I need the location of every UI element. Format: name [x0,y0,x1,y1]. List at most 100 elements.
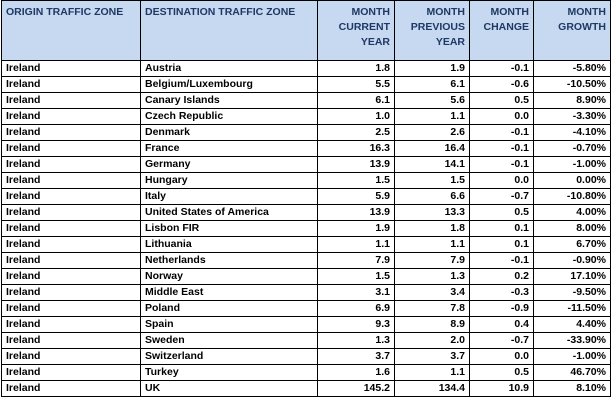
current-year-cell: 1.5 [317,268,395,285]
change-cell: 0.5 [469,204,534,221]
change-cell: 0.0 [469,108,534,125]
origin-cell: Ireland [1,316,141,333]
current-year-cell: 16.3 [317,140,395,157]
change-cell: 0.0 [469,172,534,189]
growth-cell: -1.00% [533,156,611,173]
origin-cell: Ireland [1,108,141,125]
change-cell: 0.5 [469,364,534,381]
current-year-cell: 5.9 [317,188,395,205]
destination-cell: Lisbon FIR [140,220,318,237]
change-cell: -0.6 [469,76,534,93]
change-cell: -0.1 [469,252,534,269]
current-year-cell: 3.1 [317,284,395,301]
current-year-cell: 1.0 [317,108,395,125]
origin-cell: Ireland [1,188,141,205]
growth-cell: 0.00% [533,172,611,189]
growth-cell: 8.90% [533,92,611,109]
change-cell: -0.9 [469,300,534,317]
growth-cell: 17.10% [533,268,611,285]
origin-cell: Ireland [1,252,141,269]
current-year-cell: 1.6 [317,364,395,381]
origin-cell: Ireland [1,284,141,301]
destination-cell: Hungary [140,172,318,189]
destination-cell: Switzerland [140,348,318,365]
growth-cell: -0.90% [533,252,611,269]
destination-cell: Spain [140,316,318,333]
change-cell: 0.1 [469,236,534,253]
previous-year-cell: 2.0 [394,332,470,349]
growth-cell: -3.30% [533,108,611,125]
current-year-cell: 9.3 [317,316,395,333]
previous-year-cell: 6.1 [394,76,470,93]
table-row: Ireland Czech Republic 1.0 1.1 0.0 -3.30% [1,108,611,125]
growth-cell: 8.00% [533,220,611,237]
current-year-cell: 145.2 [317,380,395,397]
table-row: Ireland Netherlands 7.9 7.9 -0.1 -0.90% [1,252,611,269]
change-cell: 0.1 [469,220,534,237]
destination-cell: Sweden [140,332,318,349]
growth-cell: 46.70% [533,364,611,381]
table-row: Ireland Canary Islands 6.1 5.6 0.5 8.90% [1,92,611,109]
current-year-cell: 6.1 [317,92,395,109]
destination-cell: Denmark [140,124,318,141]
origin-cell: Ireland [1,332,141,349]
current-year-cell: 1.8 [317,60,395,77]
destination-cell: Lithuania [140,236,318,253]
previous-year-cell: 7.8 [394,300,470,317]
table-row: Ireland Turkey 1.6 1.1 0.5 46.70% [1,364,611,381]
growth-cell: -10.50% [533,76,611,93]
destination-cell: Turkey [140,364,318,381]
header-month-growth: MONTH GROWTH [533,0,611,61]
table-row: Ireland Spain 9.3 8.9 0.4 4.40% [1,316,611,333]
previous-year-cell: 1.1 [394,108,470,125]
table-row: Ireland Belgium/Luxembourg 5.5 6.1 -0.6 -10.5… [1,76,611,93]
table-row: Ireland France 16.3 16.4 -0.1 -0.70% [1,140,611,157]
previous-year-cell: 3.7 [394,348,470,365]
change-cell: 0.2 [469,268,534,285]
origin-cell: Ireland [1,348,141,365]
current-year-cell: 1.3 [317,332,395,349]
change-cell: -0.1 [469,140,534,157]
current-year-cell: 1.1 [317,236,395,253]
current-year-cell: 13.9 [317,156,395,173]
header-month-change: MONTH CHANGE [469,0,534,61]
previous-year-cell: 134.4 [394,380,470,397]
table-row: Ireland Italy 5.9 6.6 -0.7 -10.80% [1,188,611,205]
table-row: Ireland Middle East 3.1 3.4 -0.3 -9.50% [1,284,611,301]
origin-cell: Ireland [1,204,141,221]
current-year-cell: 6.9 [317,300,395,317]
previous-year-cell: 1.8 [394,220,470,237]
table-row: Ireland Denmark 2.5 2.6 -0.1 -4.10% [1,124,611,141]
destination-cell: Norway [140,268,318,285]
growth-cell: -1.00% [533,348,611,365]
origin-cell: Ireland [1,92,141,109]
change-cell: 10.9 [469,380,534,397]
change-cell: -0.7 [469,332,534,349]
previous-year-cell: 13.3 [394,204,470,221]
destination-cell: Middle East [140,284,318,301]
traffic-table: ORIGIN TRAFFIC ZONE DESTINATION TRAFFIC … [1,0,611,397]
growth-cell: 8.10% [533,380,611,397]
table-row: Ireland Hungary 1.5 1.5 0.0 0.00% [1,172,611,189]
origin-cell: Ireland [1,268,141,285]
previous-year-cell: 1.3 [394,268,470,285]
table-row: Ireland Switzerland 3.7 3.7 0.0 -1.00% [1,348,611,365]
previous-year-cell: 16.4 [394,140,470,157]
origin-cell: Ireland [1,364,141,381]
current-year-cell: 1.9 [317,220,395,237]
destination-cell: France [140,140,318,157]
change-cell: -0.3 [469,284,534,301]
previous-year-cell: 6.6 [394,188,470,205]
table-row: Ireland United States of America 13.9 13.3 0… [1,204,611,221]
destination-cell: Canary Islands [140,92,318,109]
table-row: Ireland Sweden 1.3 2.0 -0.7 -33.90% [1,332,611,349]
change-cell: -0.1 [469,124,534,141]
change-cell: 0.4 [469,316,534,333]
header-month-previous-year: MONTH PREVIOUS YEAR [394,0,470,61]
table-row: Ireland Poland 6.9 7.8 -0.9 -11.50% [1,300,611,317]
destination-cell: Czech Republic [140,108,318,125]
destination-cell: Poland [140,300,318,317]
growth-cell: -10.80% [533,188,611,205]
origin-cell: Ireland [1,172,141,189]
origin-cell: Ireland [1,76,141,93]
